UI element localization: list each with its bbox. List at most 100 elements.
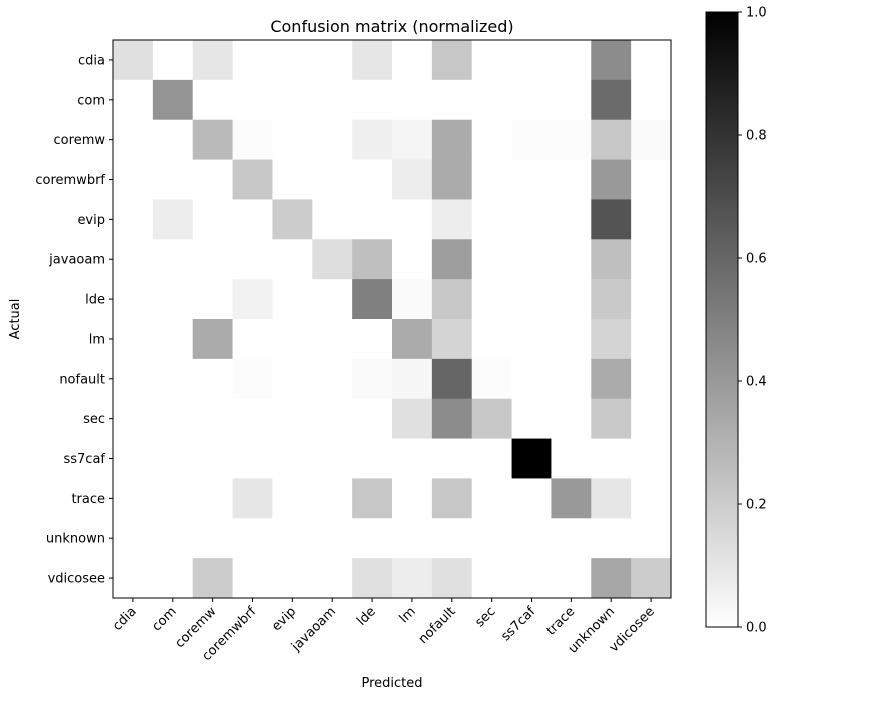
heatmap-cell-ss7caf-lde bbox=[352, 438, 393, 479]
heatmap-cell-vdicosee-coremw bbox=[192, 558, 234, 599]
heatmap-cell-lm-ss7caf bbox=[511, 319, 552, 360]
colorbar-tick-label-4: 0.8 bbox=[746, 129, 767, 144]
y-tick-label-evip: evip bbox=[77, 213, 105, 228]
heatmap-cell-coremwbrf-ss7caf bbox=[511, 159, 552, 200]
x-axis-label: Predicted bbox=[361, 676, 422, 691]
heatmap-cell-evip-cdia bbox=[113, 199, 154, 240]
heatmap-cell-lm-javaoam bbox=[312, 319, 353, 360]
heatmap-cell-coremw-lm bbox=[392, 119, 433, 161]
heatmap-cell-trace-nofault bbox=[431, 478, 473, 519]
heatmap-cell-cdia-lde bbox=[352, 40, 393, 81]
heatmap-cell-coremw-nofault bbox=[431, 119, 473, 161]
heatmap-cells bbox=[113, 40, 672, 599]
y-tick-label-com: com bbox=[77, 93, 105, 108]
heatmap-cell-coremwbrf-trace bbox=[551, 159, 592, 200]
y-tick-label-vdicosee: vdicosee bbox=[48, 572, 105, 587]
heatmap-cell-javaoam-unknown bbox=[591, 239, 632, 280]
heatmap-cell-evip-sec bbox=[471, 199, 513, 240]
heatmap-cell-lde-javaoam bbox=[312, 279, 353, 320]
heatmap-cell-trace-lde bbox=[352, 478, 393, 519]
heatmap-cell-vdicosee-com bbox=[152, 558, 194, 599]
heatmap-cell-coremwbrf-vdicosee bbox=[631, 159, 672, 200]
y-tick-label-nofault: nofault bbox=[59, 372, 105, 387]
heatmap-cell-coremwbrf-coremw bbox=[192, 159, 234, 200]
heatmap-cell-coremwbrf-unknown bbox=[591, 159, 632, 200]
heatmap-cell-unknown-unknown bbox=[591, 518, 632, 559]
heatmap-cell-lm-lm bbox=[392, 319, 433, 360]
heatmap-cell-coremwbrf-javaoam bbox=[312, 159, 353, 200]
heatmap-cell-javaoam-cdia bbox=[113, 239, 154, 280]
heatmap-cell-ss7caf-trace bbox=[551, 438, 592, 479]
heatmap-cell-lde-evip bbox=[272, 279, 313, 320]
heatmap-cell-trace-evip bbox=[272, 478, 313, 519]
heatmap-cell-lde-com bbox=[152, 279, 194, 320]
heatmap-cell-unknown-cdia bbox=[113, 518, 154, 559]
colorbar-tick-label-1: 0.2 bbox=[746, 498, 767, 513]
heatmap-cell-unknown-sec bbox=[471, 518, 513, 559]
heatmap-cell-ss7caf-unknown bbox=[591, 438, 632, 479]
heatmap-cell-lm-lde bbox=[352, 319, 393, 360]
heatmap-cell-unknown-com bbox=[152, 518, 194, 559]
x-tick-label-nofault: nofault bbox=[416, 604, 459, 647]
heatmap-cell-evip-nofault bbox=[431, 199, 473, 240]
heatmap-cell-ss7caf-coremwbrf bbox=[232, 438, 273, 479]
x-tick-label-ss7caf: ss7caf bbox=[498, 604, 538, 644]
x-tick-label-sec: sec bbox=[472, 604, 498, 630]
heatmap-cell-ss7caf-sec bbox=[471, 438, 513, 479]
heatmap-cell-unknown-javaoam bbox=[312, 518, 353, 559]
x-tick-label-lm: lm bbox=[397, 604, 419, 626]
heatmap-cell-sec-com bbox=[152, 398, 194, 440]
heatmap-cell-nofault-evip bbox=[272, 358, 313, 400]
heatmap-cell-trace-unknown bbox=[591, 478, 632, 519]
heatmap-cell-javaoam-lm bbox=[392, 239, 433, 280]
heatmap-cell-coremwbrf-cdia bbox=[113, 159, 154, 200]
heatmap-cell-com-lde bbox=[352, 79, 393, 121]
x-tick-label-lde: lde bbox=[354, 604, 379, 629]
heatmap-cell-sec-lde bbox=[352, 398, 393, 440]
heatmap-cell-lde-unknown bbox=[591, 279, 632, 320]
heatmap-cell-com-ss7caf bbox=[511, 79, 552, 121]
heatmap-cell-coremw-com bbox=[152, 119, 194, 161]
heatmap-cell-evip-lm bbox=[392, 199, 433, 240]
heatmap-cell-ss7caf-ss7caf bbox=[511, 438, 552, 479]
heatmap-cell-trace-sec bbox=[471, 478, 513, 519]
heatmap-cell-vdicosee-cdia bbox=[113, 558, 154, 599]
y-axis-label: Actual bbox=[8, 299, 23, 340]
heatmap-cell-trace-coremwbrf bbox=[232, 478, 273, 519]
heatmap-cell-evip-coremwbrf bbox=[232, 199, 273, 240]
heatmap-cell-sec-sec bbox=[471, 398, 513, 440]
heatmap-cell-javaoam-javaoam bbox=[312, 239, 353, 280]
heatmap-cell-nofault-com bbox=[152, 358, 194, 400]
heatmap-cell-ss7caf-com bbox=[152, 438, 194, 479]
heatmap-cell-lde-nofault bbox=[431, 279, 473, 320]
heatmap-cell-vdicosee-lde bbox=[352, 558, 393, 599]
heatmap-cell-sec-javaoam bbox=[312, 398, 353, 440]
heatmap-cell-evip-ss7caf bbox=[511, 199, 552, 240]
heatmap-cell-coremwbrf-lm bbox=[392, 159, 433, 200]
y-tick-label-unknown: unknown bbox=[46, 532, 105, 547]
heatmap-cell-trace-coremw bbox=[192, 478, 234, 519]
x-tick-label-trace: trace bbox=[544, 604, 578, 638]
heatmap-cell-lm-unknown bbox=[591, 319, 632, 360]
heatmap-cell-cdia-ss7caf bbox=[511, 40, 552, 81]
heatmap-cell-javaoam-vdicosee bbox=[631, 239, 672, 280]
heatmap-cell-coremwbrf-com bbox=[152, 159, 194, 200]
heatmap-cell-ss7caf-evip bbox=[272, 438, 313, 479]
heatmap-cell-coremw-coremw bbox=[192, 119, 234, 161]
heatmap-cell-ss7caf-cdia bbox=[113, 438, 154, 479]
heatmap-cell-com-unknown bbox=[591, 79, 632, 121]
heatmap-cell-lde-lm bbox=[392, 279, 433, 320]
heatmap-cell-nofault-nofault bbox=[431, 358, 473, 400]
heatmap-cell-lm-trace bbox=[551, 319, 592, 360]
heatmap-cell-vdicosee-coremwbrf bbox=[232, 558, 273, 599]
heatmap-cell-unknown-coremw bbox=[192, 518, 234, 559]
heatmap-cell-sec-vdicosee bbox=[631, 398, 672, 440]
heatmap-cell-cdia-evip bbox=[272, 40, 313, 81]
heatmap-cell-unknown-evip bbox=[272, 518, 313, 559]
heatmap-cell-com-trace bbox=[551, 79, 592, 121]
chart-title: Confusion matrix (normalized) bbox=[270, 17, 513, 36]
heatmap-cell-coremw-unknown bbox=[591, 119, 632, 161]
heatmap-cell-nofault-lde bbox=[352, 358, 393, 400]
colorbar-ticks: 0.0 0.2 0.4 0.6 0.8 1.0 bbox=[738, 6, 767, 636]
